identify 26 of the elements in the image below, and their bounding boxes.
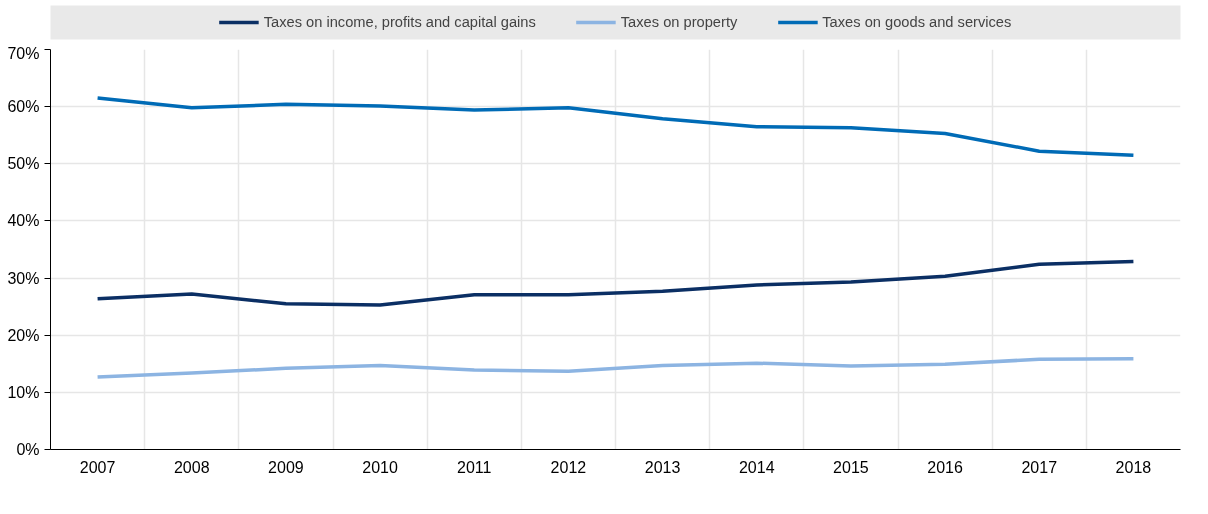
y-tick-label: 40% — [7, 212, 40, 230]
x-tick-label: 2015 — [833, 458, 869, 476]
y-tick-label: 10% — [7, 383, 40, 401]
x-tick-label: 2007 — [79, 458, 116, 476]
line-series — [95, 356, 1136, 379]
y-tick-label: 20% — [7, 326, 40, 344]
y-tick-label: 50% — [7, 155, 40, 173]
y-tick-label: 0% — [16, 441, 40, 458]
x-tick-label: 2014 — [738, 458, 775, 476]
x-tick-label: 2018 — [1115, 458, 1152, 476]
x-tick-label: 2016 — [927, 458, 963, 476]
x-tick-label: 2017 — [1021, 458, 1058, 476]
x-tick-label: 2009 — [268, 458, 304, 476]
legend-label: Taxes on income, profits and capital gains — [263, 14, 536, 30]
x-tick-label: 2012 — [550, 458, 587, 476]
x-tick-label: 2010 — [362, 458, 398, 476]
legend-label: Taxes on property — [620, 14, 738, 30]
y-tick-label: 70% — [7, 44, 40, 62]
legend-label: Taxes on goods and services — [822, 14, 1012, 30]
y-tick-label: 60% — [7, 98, 40, 116]
x-tick-label: 2013 — [644, 458, 681, 476]
x-tick-label: 2008 — [173, 458, 210, 476]
x-tick-label: 2011 — [457, 458, 492, 476]
line-series — [95, 96, 1136, 157]
line-series — [95, 259, 1136, 307]
y-tick-label: 30% — [7, 269, 40, 287]
